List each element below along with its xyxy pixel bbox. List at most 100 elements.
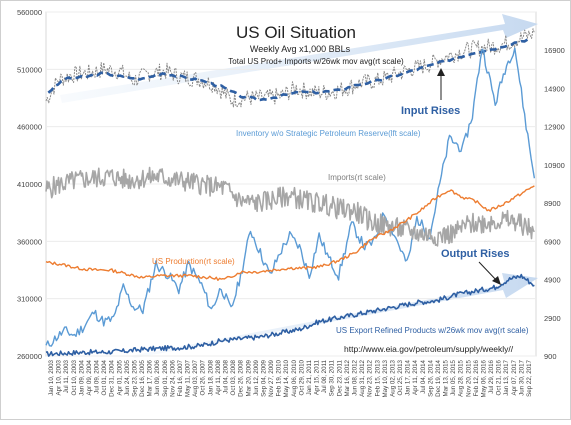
x-tick-label: Mar 17, 2006 — [147, 359, 154, 396]
x-tick-label: Feb 19, 2010 — [276, 359, 283, 396]
x-tick-label: Oct 10, 2003 — [71, 359, 78, 395]
x-tick-label: Oct 25, 2013 — [397, 359, 404, 395]
x-tick-label: Sep 22, 2017 — [526, 359, 533, 396]
right-tick-label: 900 — [544, 352, 557, 361]
x-tick-label: Jun 24, 2005 — [124, 359, 131, 395]
x-tick-label: Jan 10, 2003 — [48, 359, 55, 395]
x-tick-label: Sep 01, 2006 — [162, 359, 169, 396]
x-tick-label: Dec 23, 2011 — [336, 359, 343, 396]
x-tick-label: Feb 12, 2016 — [473, 359, 480, 396]
x-tick-label: Jan 21, 2011 — [306, 359, 313, 395]
right-tick-label: 8900 — [544, 199, 561, 208]
x-tick-label: Jul 09, 2004 — [94, 359, 101, 393]
x-tick-label: Sep 23, 2005 — [131, 359, 138, 396]
left-tick-label: 410000 — [17, 180, 42, 189]
source-url: http://www.eia.gov/petroleum/supply/week… — [344, 344, 514, 354]
inventory-label: Inventory w/o Strategic Petroleum Reserv… — [236, 129, 421, 138]
x-tick-label: Jan 13, 2017 — [503, 359, 510, 395]
x-tick-label: Apr 15, 2011 — [314, 359, 321, 395]
x-tick-label: Jan 18, 2008 — [207, 359, 214, 395]
x-tick-label: Dec 26, 2008 — [238, 359, 245, 396]
production-label: US Production(rt scale) — [152, 257, 235, 266]
x-tick-label: Oct 01, 2004 — [101, 359, 108, 395]
x-tick-label: May 06, 2016 — [480, 359, 487, 397]
x-tick-label: Jul 11, 2003 — [63, 359, 70, 393]
right-tick-label: 6900 — [544, 237, 561, 246]
x-tick-label: Apr 01, 2005 — [116, 359, 123, 395]
input-rises-label: Input Rises — [401, 105, 460, 117]
x-tick-label: Jul 04, 2008 — [223, 359, 230, 393]
x-tick-label: Mar 20, 2009 — [245, 359, 252, 396]
series-line-total-us-prod-imports — [45, 28, 535, 108]
x-tick-label: Apr 07, 2017 — [511, 359, 518, 395]
x-tick-label: Jun 05, 2015 — [450, 359, 457, 395]
x-tick-label: Jan 17, 2014 — [405, 359, 412, 395]
left-tick-label: 360000 — [17, 237, 42, 246]
right-tick-label: 4900 — [544, 276, 561, 285]
right-tick-label: 10900 — [544, 161, 565, 170]
x-tick-label: Apr 11, 2014 — [412, 359, 419, 395]
prod-imports-label: Total US Prod+ Imports w/26wk mov avg(rt… — [228, 57, 404, 66]
x-tick-label: Nov 27, 2009 — [268, 359, 275, 396]
x-tick-label: May 11, 2007 — [185, 359, 192, 397]
x-tick-label: Jun 09, 2006 — [154, 359, 161, 395]
imports-label: Imports(rt scale) — [328, 173, 386, 182]
right-tick-label: 2900 — [544, 314, 561, 323]
left-tick-label: 310000 — [17, 295, 42, 304]
left-tick-label: 510000 — [17, 65, 42, 74]
x-tick-label: Jan 09, 2004 — [78, 359, 85, 395]
series-line-inventory-w-o-strategic-petroleum-reserve — [45, 47, 536, 347]
x-tick-label: Oct 26, 2007 — [200, 359, 207, 395]
series-line-us-export-refined-products — [45, 273, 535, 357]
x-tick-label: Dec 19, 2014 — [435, 359, 442, 396]
left-tick-label: 260000 — [17, 352, 42, 361]
lower-trend-arrow — [130, 273, 538, 358]
output-rises-label: Output Rises — [441, 248, 509, 260]
x-tick-label: Jul 04, 2014 — [420, 359, 427, 393]
x-tick-label: Aug 02, 2013 — [389, 359, 396, 396]
x-tick-label: Sep 30, 2011 — [329, 359, 336, 396]
right-tick-label: 12900 — [544, 123, 565, 132]
right-tick-label: 14900 — [544, 84, 565, 93]
x-tick-label: Jul 08, 2011 — [321, 359, 328, 393]
x-tick-label: Oct 03, 2008 — [230, 359, 237, 395]
x-tick-label: Feb 16, 2007 — [177, 359, 184, 396]
x-tick-label: Jun 12, 2009 — [253, 359, 260, 395]
x-tick-label: Aug 31, 2012 — [359, 359, 366, 396]
x-tick-label: Nov 23, 2012 — [367, 359, 374, 396]
chart-title: US Oil Situation — [236, 23, 356, 42]
input-rises-arrowhead — [437, 68, 445, 76]
left-tick-label: 560000 — [17, 8, 42, 17]
series-line-imports — [45, 166, 536, 247]
x-tick-label: Aug 03, 2007 — [192, 359, 199, 396]
chart-subtitle: Weekly Avg x1,000 BBLs — [250, 44, 351, 54]
x-tick-label: Jun 30, 2017 — [518, 359, 525, 395]
x-tick-label: Apr 11, 2008 — [215, 359, 222, 395]
x-tick-label: Aug 28, 2015 — [458, 359, 465, 396]
x-tick-label: May 14, 2010 — [283, 359, 290, 397]
x-tick-label: Nov 20, 2015 — [465, 359, 472, 396]
x-tick-label: Mar 16, 2012 — [344, 359, 351, 396]
series-line-prod-imports-26wk-avg — [47, 37, 532, 102]
x-tick-label: Nov 24, 2006 — [169, 359, 176, 396]
exports-label: US Export Refined Products w/26wk mov av… — [336, 326, 529, 335]
x-tick-label: Oct 29, 2010 — [298, 359, 305, 395]
output-rises-arrowhead — [492, 276, 501, 285]
x-tick-label: Dec 16, 2005 — [139, 359, 146, 396]
left-tick-label: 460000 — [17, 123, 42, 132]
x-tick-label: Apr 09, 2004 — [86, 359, 93, 395]
x-tick-label: May 10, 2013 — [382, 359, 389, 397]
x-tick-label: Apr 10, 2003 — [56, 359, 63, 395]
x-tick-label: Aug 06, 2010 — [291, 359, 298, 396]
x-tick-label: Sep 26, 2014 — [427, 359, 434, 396]
x-tick-label: Feb 15, 2013 — [374, 359, 381, 396]
x-tick-label: Jun 08, 2012 — [351, 359, 358, 395]
right-tick-label: 16900 — [544, 46, 565, 55]
x-tick-label: Mar 13, 2015 — [443, 359, 450, 396]
x-tick-label: Sep 04, 2009 — [260, 359, 267, 396]
x-tick-label: Jul 29, 2016 — [488, 359, 495, 393]
series-line-us-production — [45, 185, 535, 281]
x-tick-label: Oct 21, 2016 — [496, 359, 503, 395]
